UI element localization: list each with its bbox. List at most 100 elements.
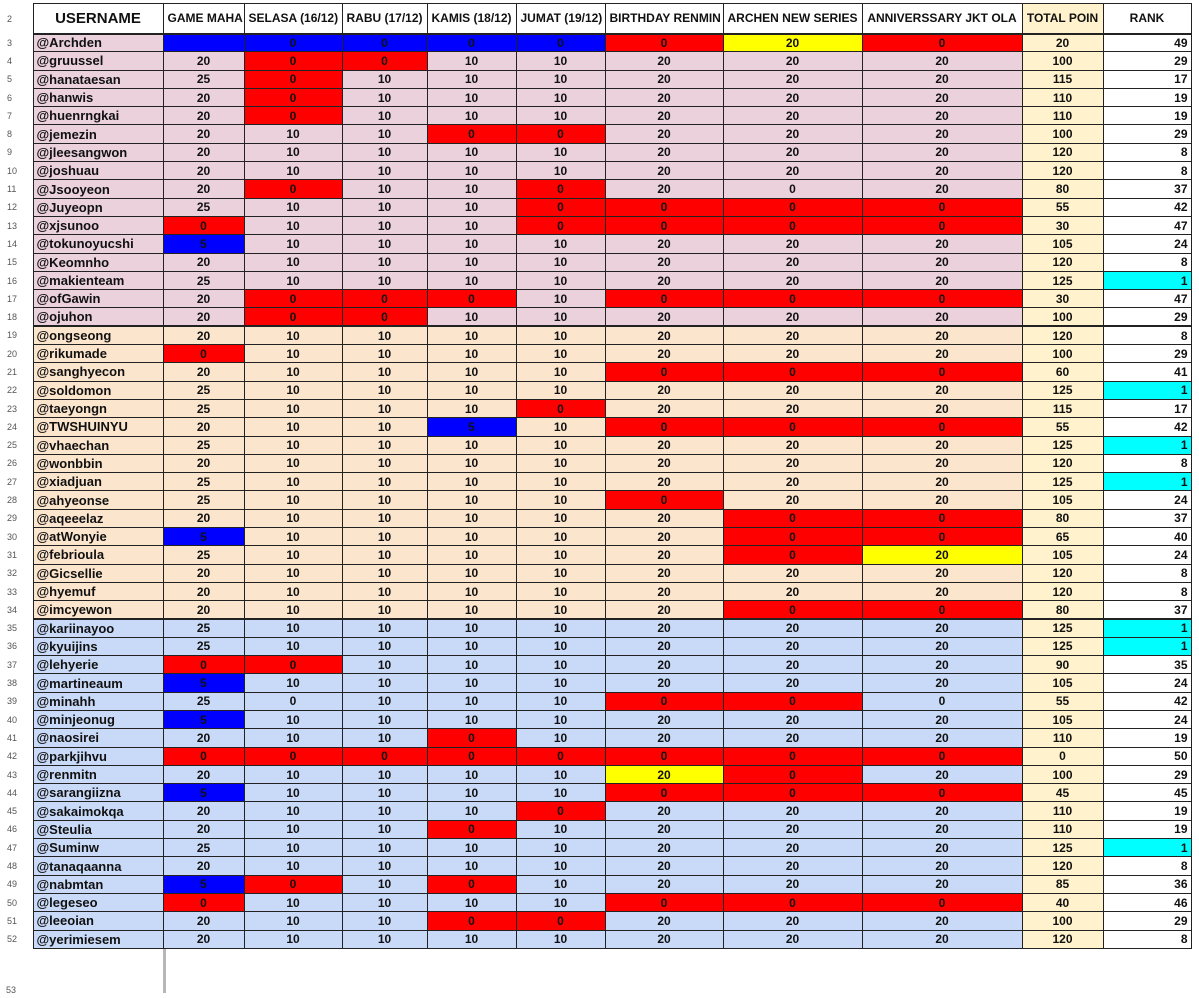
- username-cell[interactable]: @wonbbin: [32, 453, 164, 474]
- username-cell[interactable]: @hanataesan: [32, 69, 164, 89]
- archen-new-series-cell[interactable]: 20: [722, 636, 863, 657]
- jumat-cell[interactable]: 10: [515, 617, 606, 638]
- jumat-cell[interactable]: 10: [515, 655, 606, 675]
- game-maha-cell[interactable]: 25: [162, 69, 245, 89]
- birthday-renmin-cell[interactable]: 20: [604, 856, 724, 876]
- archen-new-series-cell[interactable]: 0: [722, 746, 863, 766]
- game-maha-cell[interactable]: 5: [162, 709, 245, 730]
- kamis-cell[interactable]: 10: [426, 929, 517, 949]
- archen-new-series-cell[interactable]: 0: [722, 179, 863, 199]
- archen-new-series-cell[interactable]: 0: [722, 215, 863, 236]
- rabu-cell[interactable]: 10: [341, 453, 428, 474]
- anniversary-jkt-ola-cell[interactable]: 0: [861, 783, 1023, 803]
- archen-new-series-cell[interactable]: 20: [722, 801, 863, 821]
- game-maha-cell[interactable]: [162, 32, 245, 53]
- rabu-cell[interactable]: 10: [341, 655, 428, 675]
- anniversary-jkt-ola-cell[interactable]: 20: [861, 179, 1023, 199]
- rank-cell[interactable]: 42: [1102, 691, 1192, 711]
- total-poin-cell[interactable]: 80: [1021, 508, 1104, 529]
- anniversary-jkt-ola-cell[interactable]: 20: [861, 106, 1023, 126]
- birthday-renmin-cell[interactable]: 20: [604, 435, 724, 455]
- anniversary-jkt-ola-cell[interactable]: 0: [861, 289, 1023, 309]
- game-maha-cell[interactable]: 20: [162, 161, 245, 181]
- anniversary-jkt-ola-cell[interactable]: 20: [861, 929, 1023, 949]
- row-number[interactable]: 14: [5, 234, 33, 254]
- total-poin-cell[interactable]: 120: [1021, 161, 1104, 181]
- game-maha-cell[interactable]: 20: [162, 325, 245, 346]
- kamis-cell[interactable]: 10: [426, 398, 517, 419]
- total-poin-cell[interactable]: 80: [1021, 179, 1104, 199]
- rabu-cell[interactable]: 10: [341, 106, 428, 126]
- anniversary-jkt-ola-cell[interactable]: 20: [861, 307, 1023, 327]
- jumat-cell[interactable]: 10: [515, 380, 606, 400]
- rank-cell[interactable]: 41: [1102, 362, 1192, 382]
- rabu-cell[interactable]: 10: [341, 508, 428, 529]
- anniversary-jkt-ola-cell[interactable]: 20: [861, 581, 1023, 602]
- row-number[interactable]: 47: [5, 838, 33, 857]
- username-cell[interactable]: @Keomnho: [32, 252, 164, 272]
- anniversary-jkt-ola-cell[interactable]: 20: [861, 325, 1023, 346]
- rank-cell[interactable]: 8: [1102, 325, 1192, 346]
- rank-cell[interactable]: 49: [1102, 32, 1192, 53]
- username-cell[interactable]: @imcyewon: [32, 600, 164, 620]
- selasa-cell[interactable]: 10: [243, 563, 343, 583]
- archen-new-series-cell[interactable]: 20: [722, 581, 863, 602]
- row-number[interactable]: 10: [5, 161, 33, 180]
- anniversary-jkt-ola-cell[interactable]: 0: [861, 417, 1023, 437]
- total-poin-cell[interactable]: 65: [1021, 527, 1104, 547]
- username-cell[interactable]: @leeoian: [32, 911, 164, 931]
- game-maha-cell[interactable]: 25: [162, 617, 245, 638]
- rank-cell[interactable]: 46: [1102, 892, 1192, 913]
- row-number[interactable]: 33: [5, 582, 33, 601]
- archen-new-series-cell[interactable]: 0: [722, 691, 863, 711]
- rank-cell[interactable]: 29: [1102, 124, 1192, 144]
- birthday-renmin-cell[interactable]: 20: [604, 69, 724, 89]
- game-maha-cell[interactable]: 25: [162, 398, 245, 419]
- archen-new-series-cell[interactable]: 20: [722, 270, 863, 291]
- total-poin-cell[interactable]: 80: [1021, 600, 1104, 620]
- username-cell[interactable]: @jleesangwon: [32, 142, 164, 163]
- jumat-cell[interactable]: 0: [515, 179, 606, 199]
- username-cell[interactable]: @xiadjuan: [32, 472, 164, 492]
- jumat-cell[interactable]: 10: [515, 51, 606, 71]
- selasa-cell[interactable]: 10: [243, 801, 343, 821]
- row-number[interactable]: 49: [5, 875, 33, 894]
- archen-new-series-cell[interactable]: 20: [722, 709, 863, 730]
- total-poin-cell[interactable]: 110: [1021, 819, 1104, 840]
- kamis-cell[interactable]: 10: [426, 197, 517, 217]
- jumat-cell[interactable]: 10: [515, 161, 606, 181]
- jumat-cell[interactable]: 10: [515, 344, 606, 364]
- jumat-cell[interactable]: 0: [515, 801, 606, 821]
- row-number[interactable]: 48: [5, 856, 33, 876]
- rank-cell[interactable]: 24: [1102, 545, 1192, 565]
- row-number[interactable]: 40: [5, 710, 33, 729]
- archen-new-series-cell[interactable]: 20: [722, 234, 863, 254]
- anniversary-jkt-ola-cell[interactable]: 20: [861, 728, 1023, 748]
- archen-new-series-cell[interactable]: 20: [722, 344, 863, 364]
- birthday-renmin-cell[interactable]: 20: [604, 527, 724, 547]
- birthday-renmin-cell[interactable]: 20: [604, 581, 724, 602]
- jumat-cell[interactable]: 0: [515, 911, 606, 931]
- rank-cell[interactable]: 19: [1102, 87, 1192, 108]
- kamis-cell[interactable]: 10: [426, 709, 517, 730]
- game-maha-cell[interactable]: 20: [162, 51, 245, 71]
- row-number[interactable]: 12: [5, 198, 33, 217]
- total-poin-cell[interactable]: 55: [1021, 417, 1104, 437]
- selasa-cell[interactable]: 10: [243, 490, 343, 510]
- kamis-cell[interactable]: 10: [426, 106, 517, 126]
- archen-new-series-cell[interactable]: 0: [722, 545, 863, 565]
- archen-new-series-cell[interactable]: 0: [722, 783, 863, 803]
- selasa-cell[interactable]: 0: [243, 51, 343, 71]
- anniversary-jkt-ola-cell[interactable]: 20: [861, 380, 1023, 400]
- row-number[interactable]: 18: [5, 307, 33, 327]
- rabu-cell[interactable]: 10: [341, 728, 428, 748]
- rabu-cell[interactable]: 10: [341, 636, 428, 657]
- total-poin-cell[interactable]: 100: [1021, 911, 1104, 931]
- rabu-cell[interactable]: 10: [341, 801, 428, 821]
- birthday-renmin-cell[interactable]: 0: [604, 691, 724, 711]
- row-number[interactable]: 2: [5, 3, 33, 34]
- row-number[interactable]: 37: [5, 655, 33, 674]
- anniversary-jkt-ola-cell[interactable]: 20: [861, 874, 1023, 894]
- birthday-renmin-cell[interactable]: 20: [604, 655, 724, 675]
- game-maha-cell[interactable]: 20: [162, 728, 245, 748]
